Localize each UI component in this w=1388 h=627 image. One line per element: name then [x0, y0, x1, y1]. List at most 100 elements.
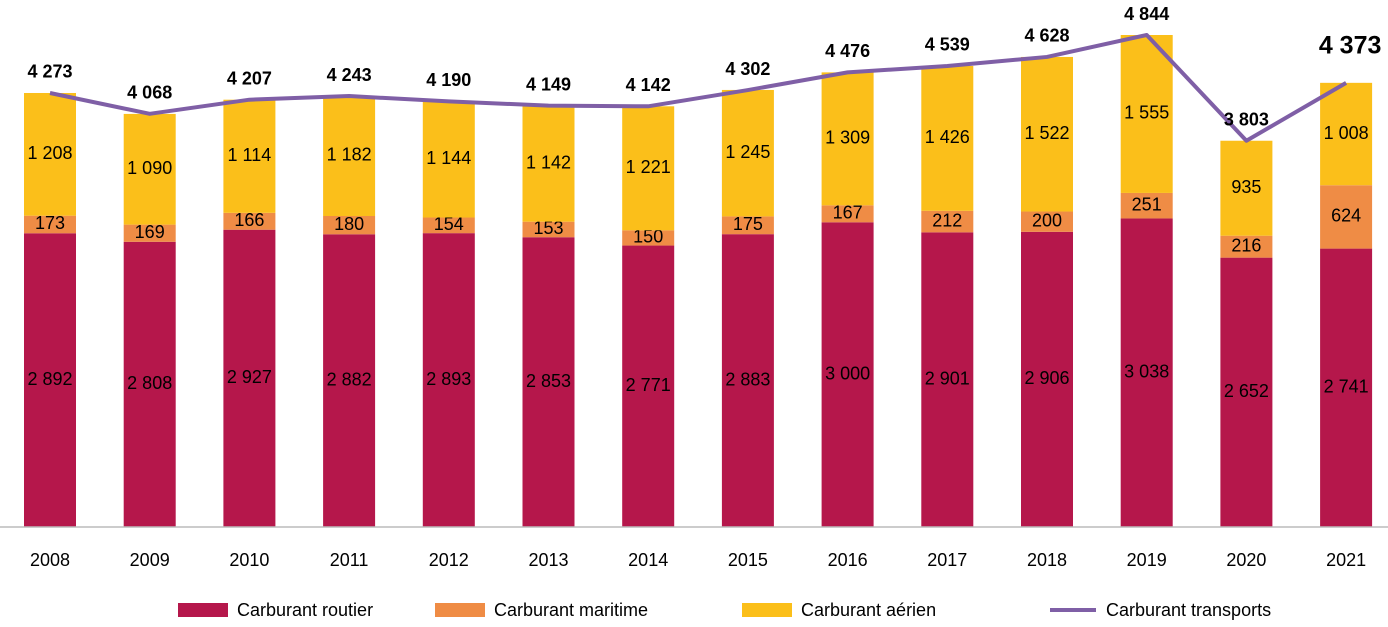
bar-segment — [622, 230, 675, 246]
data-label: 2 853 — [526, 371, 571, 391]
data-label: 624 — [1331, 206, 1361, 226]
bar-segment — [1120, 192, 1173, 219]
x-tick-label: 2012 — [429, 550, 469, 570]
total-label: 4 476 — [825, 41, 870, 61]
data-label: 200 — [1032, 210, 1062, 230]
bar-segment — [721, 234, 774, 528]
total-label: 4 628 — [1024, 26, 1069, 46]
bar-segment — [123, 113, 176, 225]
data-label: 2 808 — [127, 373, 172, 393]
legend-swatch — [435, 603, 485, 617]
bar-segment — [921, 232, 974, 528]
data-label: 2 741 — [1324, 377, 1369, 397]
bar-segment — [223, 212, 276, 230]
bar-segment — [422, 233, 475, 528]
x-tick-label: 2008 — [30, 550, 70, 570]
data-label: 154 — [434, 214, 464, 234]
data-label: 180 — [334, 214, 364, 234]
x-tick-label: 2011 — [330, 550, 369, 570]
total-label: 4 243 — [327, 65, 372, 85]
bar-segment — [223, 229, 276, 527]
legend-label: Carburant routier — [237, 600, 373, 620]
bar-segment — [1320, 82, 1373, 186]
bar-segment — [24, 92, 76, 216]
bar-segment — [821, 222, 874, 527]
data-label: 169 — [135, 222, 165, 242]
bar-segment — [323, 234, 376, 527]
bar-segment — [1220, 235, 1273, 258]
data-label: 1 245 — [725, 142, 770, 162]
data-label: 2 927 — [227, 367, 272, 387]
bar-segment — [622, 106, 675, 231]
data-label: 1 522 — [1024, 123, 1069, 143]
bar-segment — [1120, 35, 1173, 193]
total-label: 4 068 — [127, 83, 172, 103]
data-label: 3 038 — [1124, 361, 1169, 381]
bar-segment — [1320, 248, 1373, 528]
data-label: 1 090 — [127, 158, 172, 178]
bar-segment — [622, 245, 675, 527]
data-label: 3 000 — [825, 363, 870, 383]
data-label: 2 771 — [626, 375, 671, 395]
total-label: 4 539 — [925, 35, 970, 55]
data-label: 167 — [833, 203, 863, 223]
total-label: 4 149 — [526, 74, 571, 94]
data-label: 2 652 — [1224, 381, 1269, 401]
data-label: 2 883 — [725, 369, 770, 389]
data-label: 1 208 — [27, 143, 72, 163]
legend-label: Carburant transports — [1106, 600, 1271, 620]
data-label: 251 — [1132, 194, 1162, 214]
x-tick-label: 2016 — [828, 550, 868, 570]
bar-segment — [721, 89, 774, 217]
data-label: 1 144 — [426, 148, 471, 168]
data-label: 1 309 — [825, 128, 870, 148]
bar-segment — [123, 224, 176, 242]
total-label: 4 844 — [1124, 4, 1169, 24]
bar-segment — [1021, 56, 1073, 212]
bar-segment — [821, 72, 874, 206]
total-label: 4 302 — [725, 59, 770, 79]
data-label: 1 114 — [228, 145, 272, 165]
data-label: 1 142 — [526, 152, 571, 172]
data-label: 2 893 — [426, 369, 471, 389]
data-label: 150 — [633, 227, 663, 247]
bar-segment — [821, 205, 874, 223]
data-label: 1 221 — [626, 157, 671, 177]
x-tick-label: 2020 — [1226, 550, 1266, 570]
data-label: 216 — [1231, 235, 1261, 255]
bar-segment — [522, 221, 575, 238]
x-tick-label: 2018 — [1027, 550, 1067, 570]
bar-segment — [1220, 257, 1273, 527]
bar-segment — [1320, 185, 1373, 249]
data-label: 153 — [533, 218, 563, 238]
bar-segment — [721, 216, 774, 235]
data-label: 2 892 — [27, 369, 72, 389]
bar-segment — [1021, 231, 1073, 527]
total-label: 4 142 — [626, 75, 671, 95]
bar-segment — [921, 65, 974, 211]
x-tick-label: 2010 — [229, 550, 269, 570]
data-label: 1 008 — [1324, 123, 1369, 143]
bar-segment — [1120, 218, 1173, 527]
x-tick-label: 2019 — [1127, 550, 1167, 570]
bar-segment — [1021, 211, 1073, 232]
x-tick-label: 2021 — [1326, 550, 1366, 570]
x-tick-label: 2015 — [728, 550, 768, 570]
bar-segment — [522, 237, 575, 527]
legend-label: Carburant aérien — [801, 600, 936, 620]
data-label: 175 — [733, 214, 763, 234]
total-line — [49, 33, 1348, 143]
data-label: 2 882 — [327, 369, 372, 389]
data-label: 173 — [35, 213, 65, 233]
x-tick-label: 2017 — [927, 550, 967, 570]
data-label: 935 — [1231, 177, 1261, 197]
bar-segment — [24, 233, 76, 528]
data-label: 1 426 — [925, 127, 970, 147]
bar-segment — [522, 105, 575, 222]
legend-label: Carburant maritime — [494, 600, 648, 620]
data-label: 2 901 — [925, 368, 970, 388]
legend-swatch — [742, 603, 792, 617]
total-label: 4 207 — [227, 68, 272, 88]
bar-segment — [24, 215, 76, 234]
